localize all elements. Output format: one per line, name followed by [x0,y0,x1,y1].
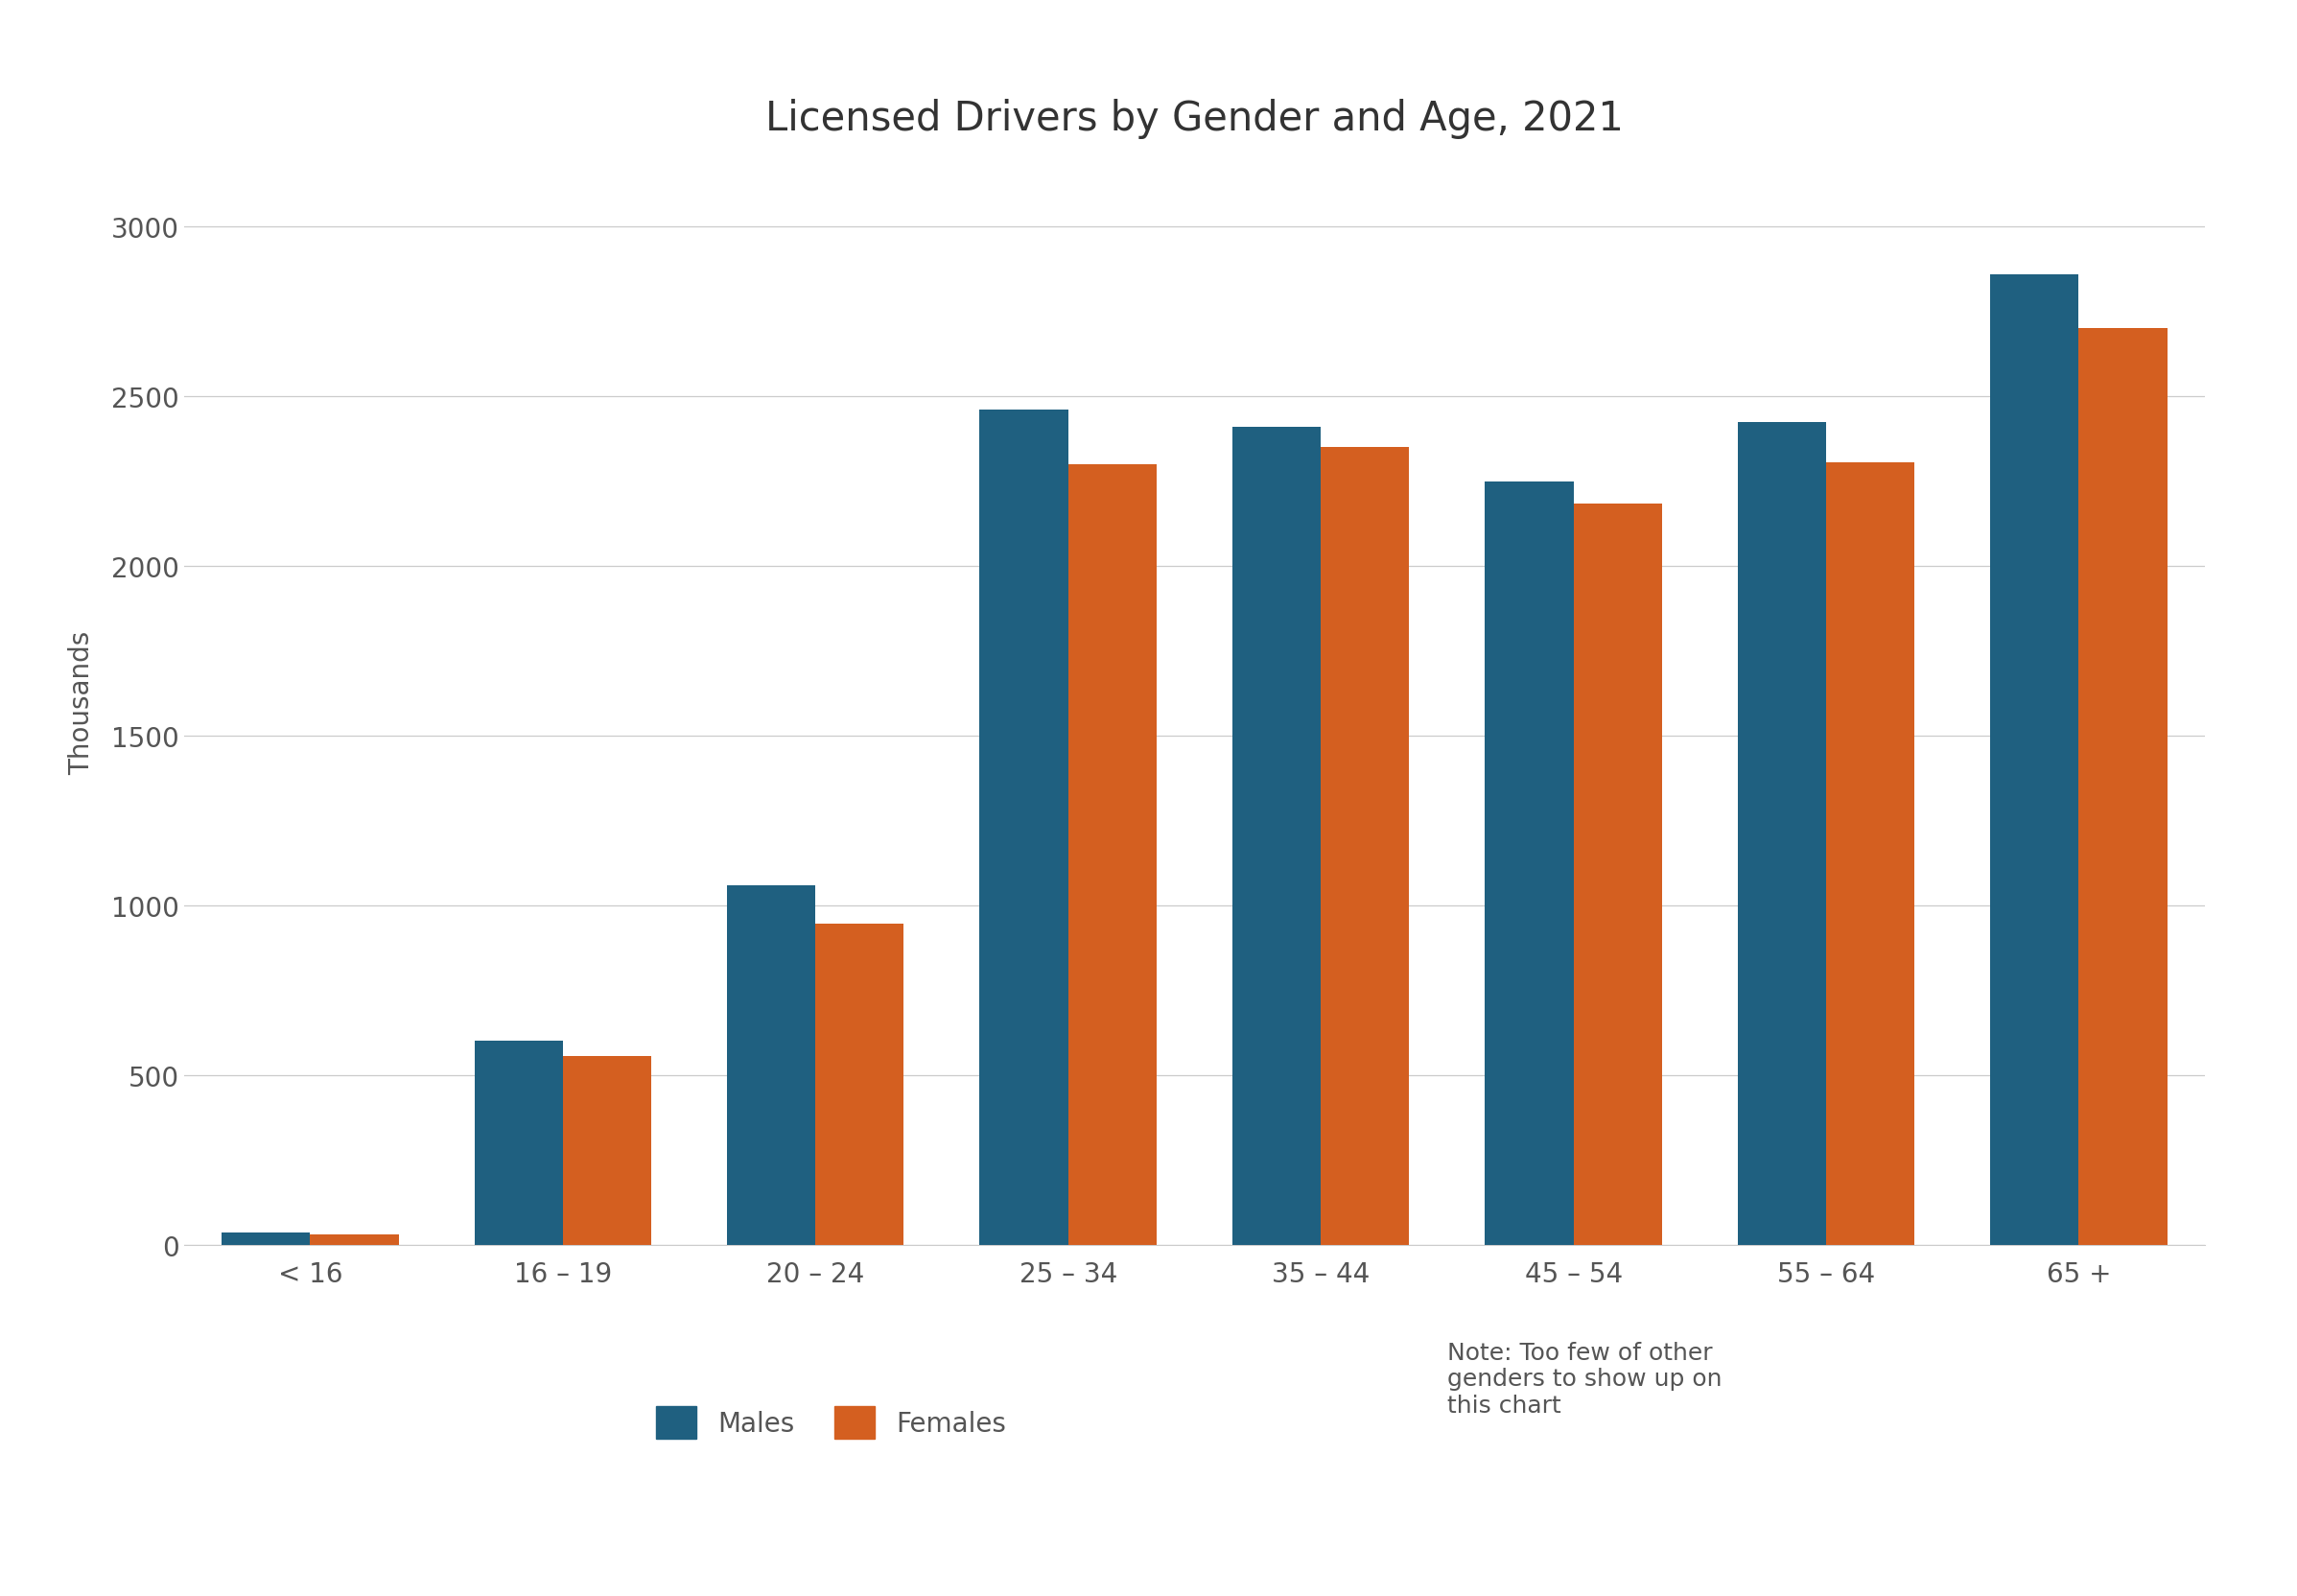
Y-axis label: Thousands: Thousands [69,630,94,774]
Bar [1486,482,1573,1245]
Bar [1233,428,1321,1245]
Bar [1068,464,1155,1245]
Bar [2079,329,2168,1245]
Bar [475,1041,563,1245]
Bar [1826,463,1916,1245]
Bar [1321,448,1410,1245]
Bar [979,410,1068,1245]
Bar [726,886,815,1245]
Legend: Males, Females: Males, Females [657,1406,1006,1440]
Bar [563,1057,652,1245]
Bar [1989,275,2079,1245]
Bar [815,924,903,1245]
Bar [1573,504,1663,1245]
Title: Licensed Drivers by Gender and Age, 2021: Licensed Drivers by Gender and Age, 2021 [765,99,1624,139]
Bar [221,1234,310,1245]
Bar [310,1235,400,1245]
Bar [1739,423,1826,1245]
Text: Note: Too few of other
genders to show up on
this chart: Note: Too few of other genders to show u… [1447,1341,1723,1417]
